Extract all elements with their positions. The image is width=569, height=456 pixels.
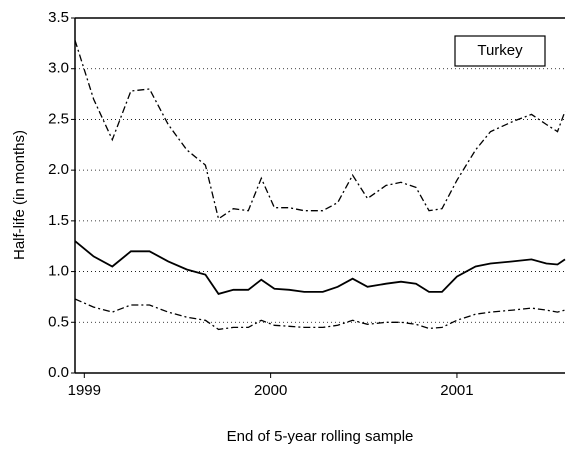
y-tick-label: 0.0 <box>48 364 69 381</box>
x-tick-label: 2001 <box>440 382 473 399</box>
x-tick-label: 2000 <box>254 382 287 399</box>
y-tick-label: 3.0 <box>48 60 69 77</box>
x-tick-label: 1999 <box>68 382 101 399</box>
annotation: Turkey <box>477 42 523 59</box>
y-tick-label: 3.5 <box>48 9 69 26</box>
y-tick-label: 2.0 <box>48 161 69 178</box>
y-tick-label: 2.5 <box>48 110 69 127</box>
y-axis-label: Half-life (in months) <box>11 130 28 260</box>
data-line <box>74 298 566 331</box>
y-tick-label: 0.5 <box>48 313 69 330</box>
data-line <box>74 240 566 295</box>
legend-box <box>454 35 546 67</box>
data-line <box>74 40 566 220</box>
y-tick-label: 1.0 <box>48 263 69 280</box>
y-tick-label: 1.5 <box>48 212 69 229</box>
x-axis-label: End of 5-year rolling sample <box>227 428 414 445</box>
